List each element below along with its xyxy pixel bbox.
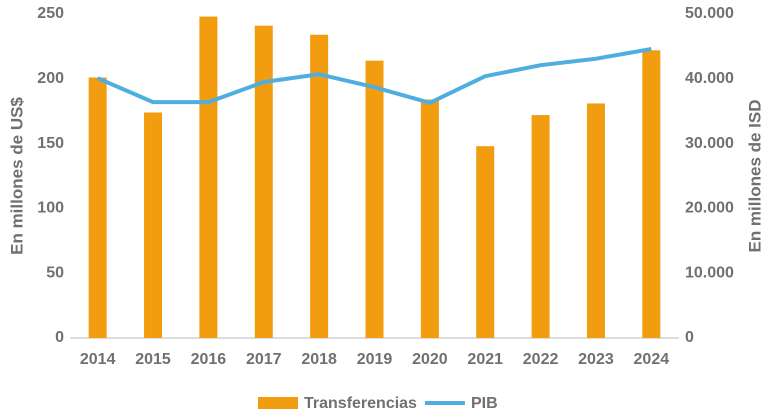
y-tick-label: 0 (55, 329, 64, 346)
bar (365, 60, 384, 338)
legend-label: PIB (471, 395, 498, 412)
y-tick-label: 100 (37, 200, 64, 217)
bar (310, 34, 329, 339)
bar (642, 50, 661, 339)
y-tick-label: 250 (37, 5, 64, 22)
x-tick-label: 2016 (191, 351, 227, 368)
bar (420, 99, 439, 338)
y2-tick-label: 40.000 (685, 70, 734, 87)
y-tick-label: 50 (46, 264, 64, 281)
legend-swatch (258, 397, 298, 409)
x-tick-label: 2023 (578, 351, 614, 368)
x-tick-label: 2024 (634, 351, 670, 368)
bar (144, 112, 163, 338)
x-tick-label: 2018 (301, 351, 337, 368)
bar (199, 16, 218, 338)
y2-tick-label: 10.000 (685, 264, 734, 281)
x-tick-label: 2022 (523, 351, 559, 368)
x-tick-label: 2017 (246, 351, 282, 368)
bar (476, 146, 495, 338)
y2-tick-label: 50.000 (685, 5, 734, 22)
y-axis-title: En millones de US$ (7, 97, 26, 255)
bar (586, 103, 605, 338)
bar (88, 77, 107, 338)
x-tick-label: 2021 (467, 351, 503, 368)
x-tick-label: 2015 (135, 351, 171, 368)
x-tick-label: 2019 (357, 351, 393, 368)
y-tick-label: 150 (37, 135, 64, 152)
y2-tick-label: 0 (685, 329, 694, 346)
y2-tick-label: 30.000 (685, 135, 734, 152)
bar (254, 25, 273, 338)
x-tick-label: 2020 (412, 351, 448, 368)
bar (531, 115, 550, 338)
x-tick-label: 2014 (80, 351, 116, 368)
y-tick-label: 200 (37, 70, 64, 87)
y2-tick-label: 20.000 (685, 200, 734, 217)
y2-axis-title: En millones de ISD (745, 99, 764, 252)
legend-label: Transferencias (304, 395, 417, 412)
line (96, 47, 652, 105)
